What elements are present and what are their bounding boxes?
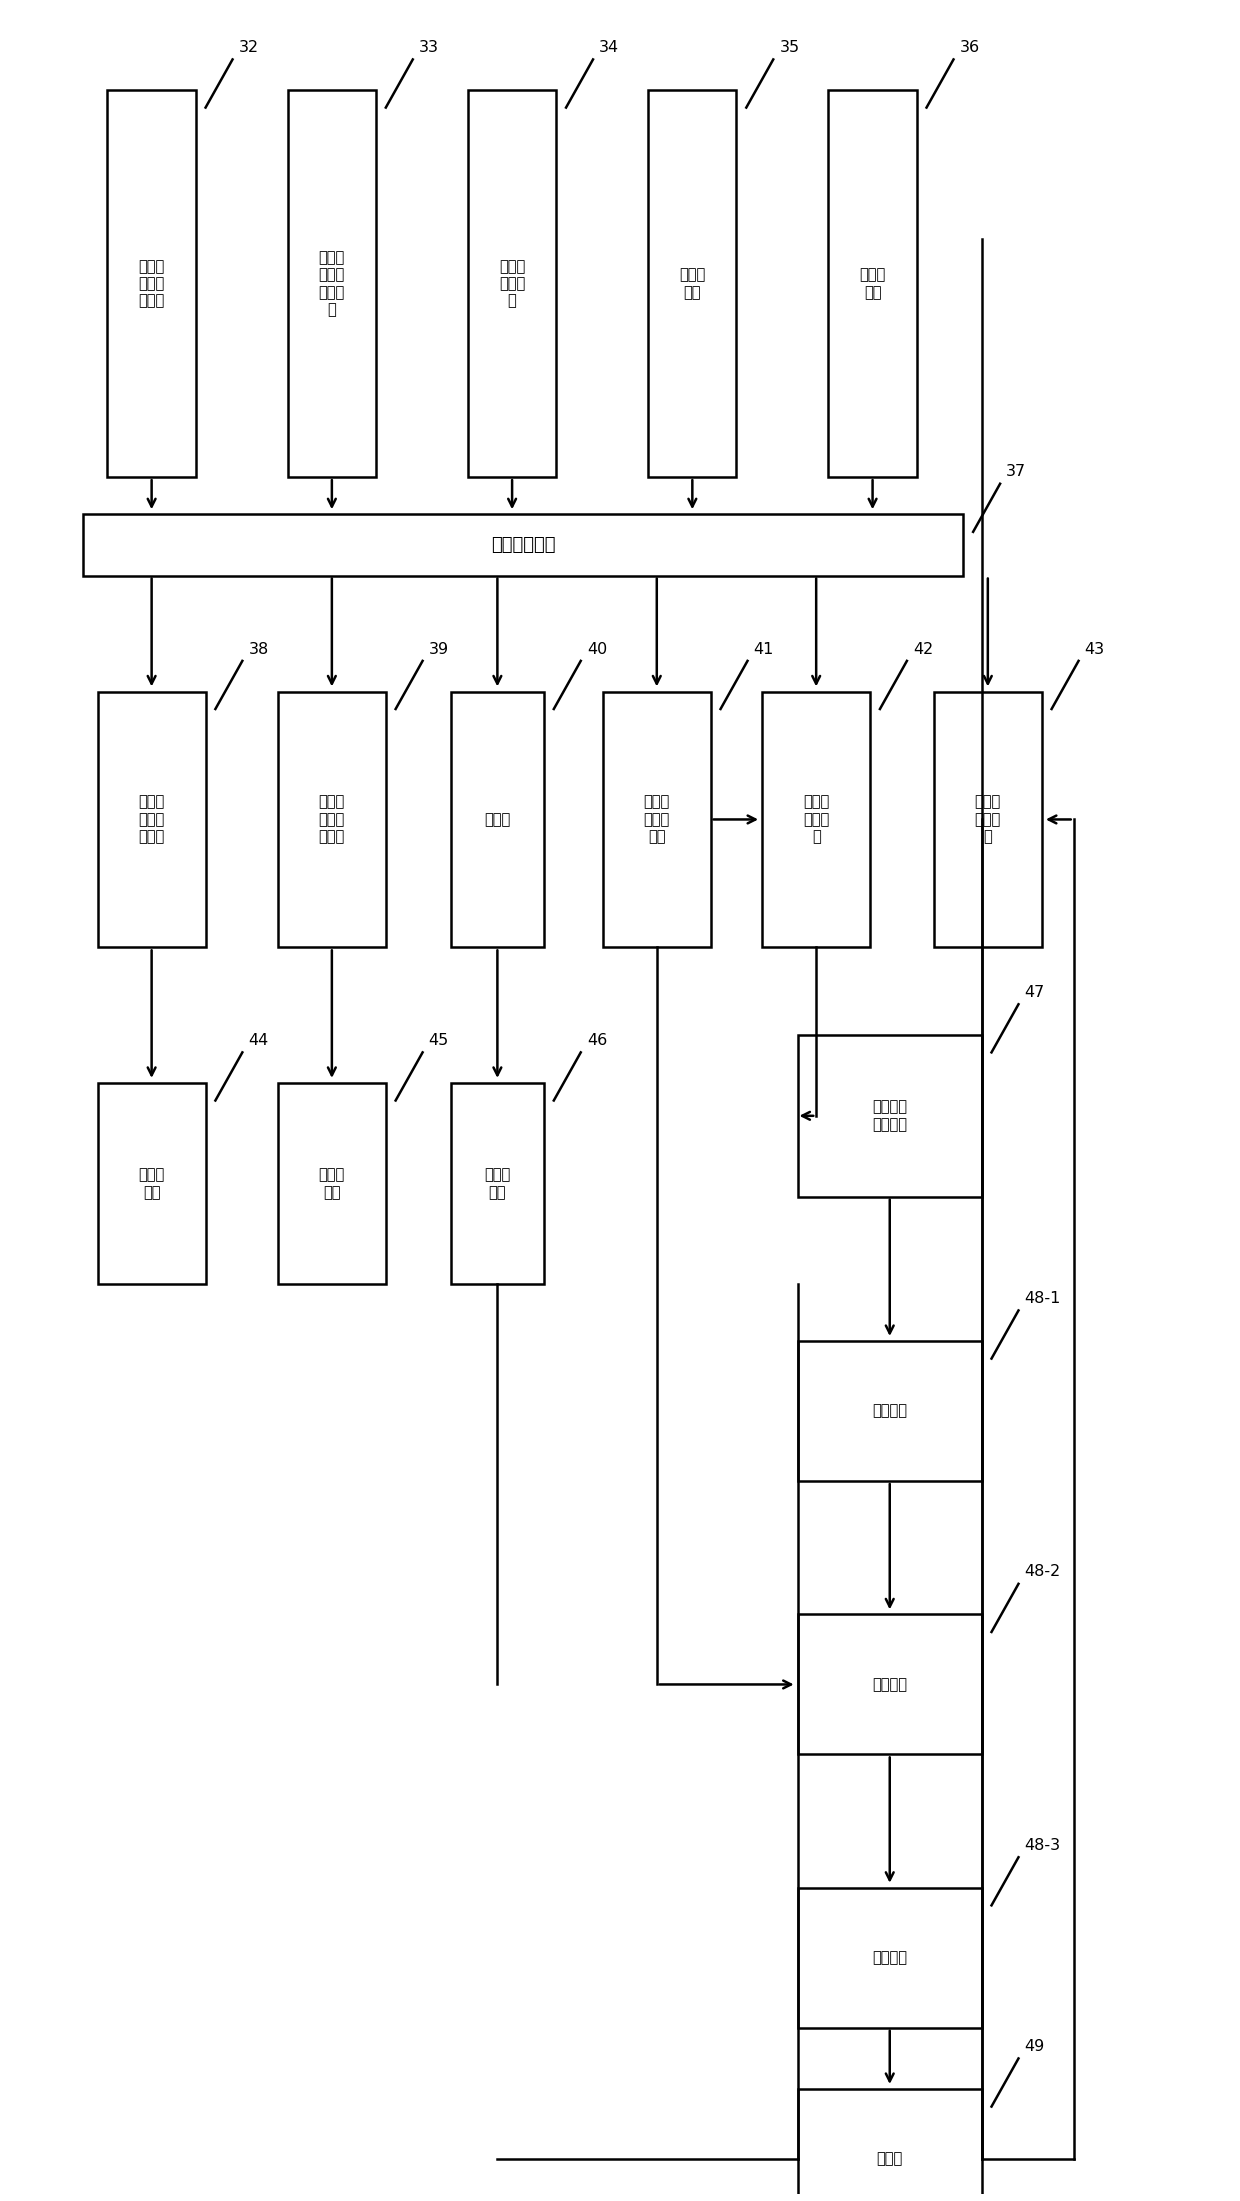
Bar — [934, 691, 1042, 946]
Bar — [98, 691, 206, 946]
Text: 车速传
感器: 车速传 感器 — [859, 266, 885, 299]
Bar — [98, 1083, 206, 1283]
Bar — [278, 1083, 386, 1283]
Bar — [451, 691, 544, 946]
Text: 40: 40 — [587, 640, 608, 656]
Text: 41: 41 — [754, 640, 774, 656]
Text: 无刷直流
电机总线: 无刷直流 电机总线 — [872, 1100, 908, 1131]
Bar — [83, 515, 963, 577]
Text: 34: 34 — [599, 40, 619, 55]
Text: 滑动电阻: 滑动电阻 — [872, 1677, 908, 1693]
Text: 减压电
磁阀: 减压电 磁阀 — [139, 1167, 165, 1200]
Text: 32: 32 — [238, 40, 259, 55]
Bar — [108, 90, 196, 478]
Bar — [797, 2089, 982, 2201]
Text: 36: 36 — [960, 40, 980, 55]
Bar — [451, 1083, 544, 1283]
Bar — [278, 691, 386, 946]
Bar — [649, 90, 737, 478]
Bar — [797, 1616, 982, 1754]
Text: 减压电
磁阀驱
动电路: 减压电 磁阀驱 动电路 — [139, 795, 165, 845]
Text: 第一可
控恒流
源: 第一可 控恒流 源 — [804, 795, 830, 845]
Text: 44: 44 — [248, 1032, 269, 1048]
Text: 39: 39 — [429, 640, 449, 656]
Text: 33: 33 — [419, 40, 439, 55]
Text: 48-1: 48-1 — [1024, 1292, 1061, 1305]
Bar — [763, 691, 870, 946]
Text: 路面图
像传感
器: 路面图 像传感 器 — [498, 260, 526, 308]
Text: 43: 43 — [1085, 640, 1105, 656]
Text: 35: 35 — [780, 40, 800, 55]
Text: 继电器: 继电器 — [485, 812, 511, 828]
Bar — [828, 90, 916, 478]
Text: 滑动电
阻调节
模块: 滑动电 阻调节 模块 — [644, 795, 670, 845]
Text: 进气电
磁阀驱
动电路: 进气电 磁阀驱 动电路 — [319, 795, 345, 845]
Text: 49: 49 — [1024, 2038, 1045, 2054]
Bar — [797, 1340, 982, 1481]
Bar — [797, 1034, 982, 1197]
Text: 第二可
控恒流
源: 第二可 控恒流 源 — [975, 795, 1001, 845]
Text: 48-2: 48-2 — [1024, 1565, 1061, 1580]
Text: 47: 47 — [1024, 984, 1045, 999]
Bar — [797, 1888, 982, 2027]
Text: 37: 37 — [1006, 464, 1027, 480]
Bar — [467, 90, 557, 478]
Bar — [288, 90, 376, 478]
Text: 46: 46 — [587, 1032, 608, 1048]
Text: 48-3: 48-3 — [1024, 1838, 1060, 1853]
Text: 气压传
感器: 气压传 感器 — [680, 266, 706, 299]
Bar — [603, 691, 711, 946]
Text: 38: 38 — [248, 640, 269, 656]
Text: 簧载质
量速度
传感器: 簧载质 量速度 传感器 — [139, 260, 165, 308]
Text: 非簧载
质量速
度传感
器: 非簧载 质量速 度传感 器 — [319, 251, 345, 317]
Text: 作动器控制器: 作动器控制器 — [491, 537, 556, 555]
Text: 空气压
缩机: 空气压 缩机 — [485, 1167, 511, 1200]
Text: 进气电
磁阀: 进气电 磁阀 — [319, 1167, 345, 1200]
Text: 蓄电池: 蓄电池 — [877, 2153, 903, 2166]
Text: 整流电路: 整流电路 — [872, 1404, 908, 1420]
Text: 45: 45 — [429, 1032, 449, 1048]
Text: 充电电路: 充电电路 — [872, 1950, 908, 1965]
Text: 42: 42 — [913, 640, 934, 656]
